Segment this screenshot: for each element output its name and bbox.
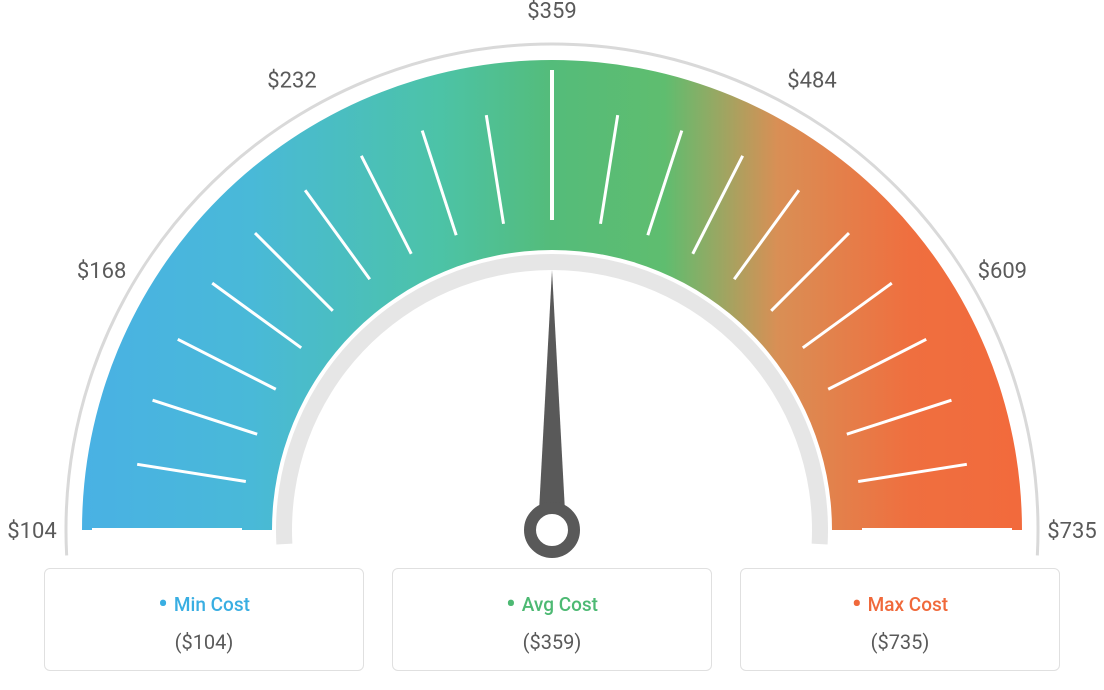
legend-avg-value: ($359) <box>403 630 701 654</box>
svg-text:$168: $168 <box>77 259 126 284</box>
svg-text:$359: $359 <box>527 0 576 24</box>
legend-max-label: Max Cost <box>751 587 1049 620</box>
legend-box-avg: Avg Cost ($359) <box>392 568 712 671</box>
legend-max-value: ($735) <box>751 630 1049 654</box>
svg-text:$104: $104 <box>7 519 56 544</box>
svg-text:$484: $484 <box>787 69 836 94</box>
legend-box-min: Min Cost ($104) <box>44 568 364 671</box>
legend-min-label: Min Cost <box>55 587 353 620</box>
legend-row: Min Cost ($104) Avg Cost ($359) Max Cost… <box>0 568 1104 671</box>
svg-text:$735: $735 <box>1047 519 1096 544</box>
gauge-svg: $104 $168 $232 $359 $484 $609 $735 <box>0 0 1104 560</box>
legend-box-max: Max Cost ($735) <box>740 568 1060 671</box>
cost-gauge-chart: $104 $168 $232 $359 $484 $609 $735 <box>0 0 1104 560</box>
legend-min-value: ($104) <box>55 630 353 654</box>
legend-avg-label: Avg Cost <box>403 587 701 620</box>
svg-text:$609: $609 <box>978 259 1027 284</box>
svg-text:$232: $232 <box>267 69 316 94</box>
